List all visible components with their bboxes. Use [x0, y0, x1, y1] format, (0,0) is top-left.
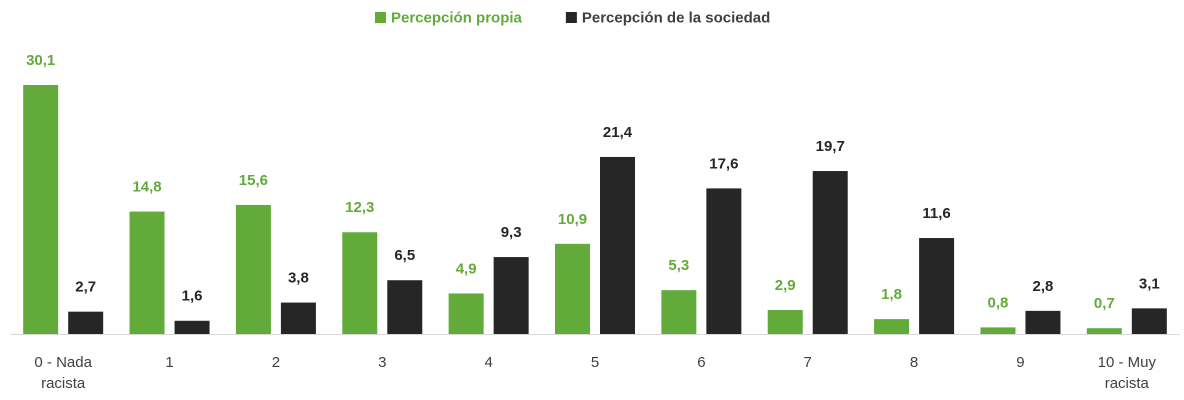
data-label: 2,7 [75, 279, 96, 296]
bar [1086, 328, 1122, 334]
bar [661, 290, 697, 334]
bar [280, 302, 316, 334]
bar [600, 156, 635, 334]
bar [980, 327, 1016, 334]
x-tick-label: 3 [378, 354, 387, 371]
x-tick-label: 9 [1016, 354, 1025, 371]
x-tick-label: 10 - Muy racista [1097, 354, 1156, 392]
data-label: 0,8 [988, 294, 1009, 311]
bar [342, 232, 378, 334]
data-label: 19,7 [816, 138, 845, 155]
legend-swatch [565, 12, 577, 23]
bar [1025, 310, 1061, 334]
x-tick-label: 5 [590, 354, 600, 371]
x-tick-label: 7 [803, 354, 812, 371]
data-label: 11,6 [922, 205, 950, 222]
data-label: 21,4 [603, 124, 633, 141]
x-tick-label: 4 [484, 354, 493, 371]
data-label: 15,6 [239, 172, 268, 189]
x-tick-label: 6 [697, 354, 706, 371]
bar [174, 320, 210, 334]
data-label: 0,7 [1094, 295, 1115, 312]
x-tick-label: 1 [165, 354, 174, 371]
data-label: 14,8 [132, 179, 161, 196]
x-tick-label: 8 [909, 354, 919, 371]
data-label: 2,8 [1033, 278, 1054, 295]
data-label: 17,6 [709, 155, 738, 172]
bar [68, 311, 104, 334]
data-label: 1,8 [881, 286, 902, 303]
legend-label: Percepción propia [391, 9, 523, 26]
data-label: 30,1 [26, 52, 55, 69]
data-label: 3,1 [1139, 275, 1160, 292]
x-tick-label: 2 [271, 354, 281, 371]
data-label: 4,9 [456, 260, 477, 277]
bar [1131, 308, 1167, 334]
data-label: 1,6 [182, 288, 203, 305]
bar [129, 211, 165, 334]
x-tick-label: 0 - Nada racista [34, 354, 92, 392]
bar [387, 280, 423, 334]
bar [874, 319, 910, 334]
bar [767, 310, 803, 334]
data-label: 2,9 [775, 277, 796, 294]
bar [493, 257, 529, 334]
data-label: 3,8 [288, 270, 309, 287]
data-label: 9,3 [501, 224, 522, 241]
bar [448, 293, 484, 334]
legend-label: Percepción de la sociedad [582, 9, 770, 26]
bar [23, 85, 59, 334]
bar [812, 171, 848, 334]
data-label: 12,3 [345, 199, 374, 216]
bar [706, 188, 742, 334]
bar [919, 238, 955, 334]
bar [555, 243, 590, 334]
data-label: 6,5 [394, 247, 415, 264]
bar [235, 204, 271, 334]
data-label: 10,9 [558, 211, 587, 228]
legend-swatch [375, 12, 386, 23]
data-label: 5,3 [668, 257, 689, 274]
